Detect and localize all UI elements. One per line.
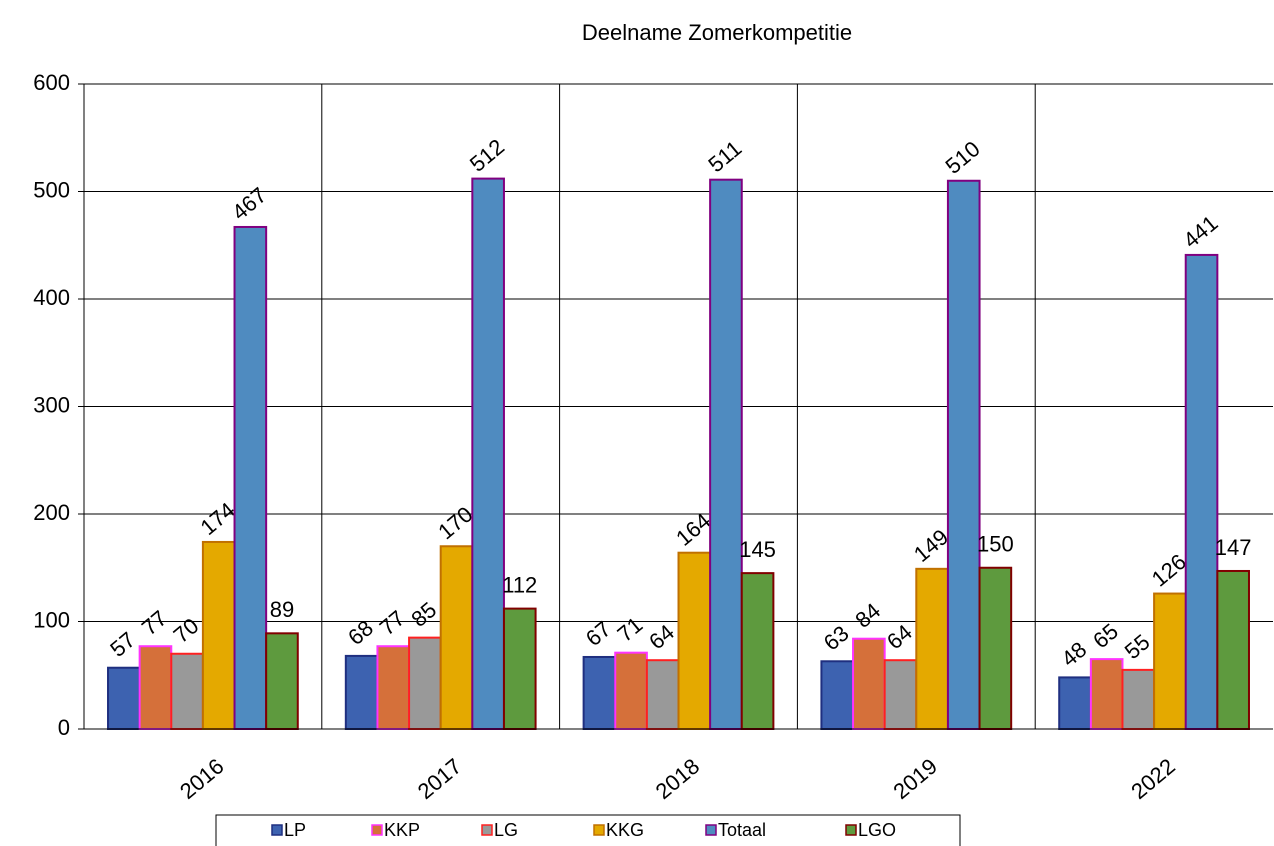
bar bbox=[376, 645, 411, 730]
x-tick-label: 2019 bbox=[888, 753, 942, 804]
data-label: 55 bbox=[1120, 629, 1155, 664]
data-label: 89 bbox=[270, 597, 294, 622]
x-tick-label: 2017 bbox=[413, 753, 467, 804]
bar bbox=[709, 178, 743, 731]
data-label: 57 bbox=[105, 627, 140, 662]
bar bbox=[471, 177, 505, 731]
legend-label: LP bbox=[284, 820, 306, 840]
x-tick-label: 2018 bbox=[651, 753, 705, 804]
data-label: 64 bbox=[644, 619, 679, 654]
bar bbox=[107, 666, 141, 730]
legend-marker bbox=[271, 824, 283, 836]
y-tick-label: 600 bbox=[33, 70, 70, 95]
data-label: 68 bbox=[343, 615, 378, 650]
legend-marker bbox=[705, 824, 717, 836]
data-label: 65 bbox=[1088, 618, 1123, 653]
data-label: 64 bbox=[882, 619, 917, 654]
data-label: 77 bbox=[375, 605, 410, 640]
bar bbox=[233, 225, 268, 730]
legend-box bbox=[215, 814, 961, 846]
data-label: 126 bbox=[1147, 549, 1191, 592]
bar bbox=[408, 636, 442, 730]
data-label: 174 bbox=[196, 497, 240, 540]
chart-title: Deelname Zomerkompetitie bbox=[582, 20, 852, 45]
y-tick-label: 0 bbox=[58, 715, 70, 740]
data-label: 145 bbox=[739, 537, 776, 562]
bar bbox=[1153, 592, 1187, 730]
bar bbox=[170, 652, 204, 730]
legend-marker bbox=[845, 824, 857, 836]
legend-marker bbox=[593, 824, 605, 836]
y-tick-label: 100 bbox=[33, 607, 70, 632]
bar bbox=[645, 659, 680, 731]
x-tick-label: 2016 bbox=[175, 753, 229, 804]
bar bbox=[1089, 658, 1124, 730]
y-tick-label: 400 bbox=[33, 285, 70, 310]
bar bbox=[820, 660, 855, 731]
bar bbox=[1216, 569, 1250, 730]
bar bbox=[978, 566, 1013, 730]
legend-label: LG bbox=[494, 820, 518, 840]
y-tick-label: 500 bbox=[33, 177, 70, 202]
bar bbox=[946, 179, 981, 730]
data-label: 85 bbox=[406, 597, 441, 632]
data-label: 441 bbox=[1178, 210, 1222, 253]
data-label: 48 bbox=[1057, 637, 1092, 672]
y-tick-label: 200 bbox=[33, 500, 70, 525]
bar bbox=[439, 545, 474, 730]
bar bbox=[344, 654, 379, 731]
data-label: 512 bbox=[465, 134, 509, 177]
legend-marker bbox=[371, 824, 383, 836]
legend-label: Totaal bbox=[718, 820, 766, 840]
data-label: 467 bbox=[227, 182, 271, 225]
bar bbox=[1184, 253, 1219, 731]
bar bbox=[265, 632, 299, 731]
bar bbox=[614, 651, 648, 730]
bar bbox=[1121, 668, 1156, 730]
data-label: 84 bbox=[850, 598, 885, 633]
legend-label: LGO bbox=[858, 820, 896, 840]
x-tick-label: 2022 bbox=[1126, 753, 1180, 804]
legend-label: KKG bbox=[606, 820, 644, 840]
y-tick-label: 300 bbox=[33, 392, 70, 417]
data-label: 510 bbox=[941, 136, 985, 179]
bar bbox=[883, 659, 918, 731]
data-label: 63 bbox=[819, 621, 854, 656]
bar bbox=[138, 645, 173, 730]
data-label: 147 bbox=[1215, 535, 1252, 560]
legend-label: KKP bbox=[384, 820, 420, 840]
bar bbox=[915, 567, 949, 731]
data-label: 70 bbox=[169, 613, 204, 648]
bar bbox=[852, 637, 886, 731]
data-label: 77 bbox=[137, 605, 172, 640]
data-label: 170 bbox=[433, 502, 477, 545]
legend-marker bbox=[481, 824, 493, 836]
bar bbox=[740, 572, 775, 730]
bar bbox=[677, 551, 712, 731]
bar bbox=[201, 540, 236, 731]
data-label: 150 bbox=[977, 532, 1014, 557]
data-label: 511 bbox=[703, 136, 746, 178]
data-label: 149 bbox=[909, 524, 953, 567]
data-label: 71 bbox=[613, 612, 648, 647]
bar bbox=[502, 607, 537, 730]
bar bbox=[582, 655, 617, 730]
bar bbox=[1058, 676, 1092, 731]
data-label: 112 bbox=[502, 572, 537, 597]
